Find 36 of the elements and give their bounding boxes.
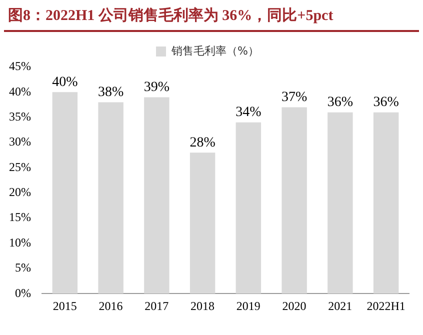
bar [52, 92, 78, 294]
y-tick-label: 0% [14, 286, 31, 300]
x-tick-label: 2018 [190, 298, 215, 313]
y-tick-label: 30% [8, 134, 31, 149]
data-label: 36% [373, 94, 400, 110]
x-tick-label: 2015 [52, 298, 77, 313]
data-label: 36% [327, 94, 354, 110]
y-tick-label: 35% [8, 110, 31, 124]
data-label: 40% [52, 74, 78, 90]
bar [144, 97, 170, 294]
x-tick-label: 2022H1 [366, 298, 406, 313]
bar [190, 152, 216, 294]
bar [236, 122, 262, 294]
x-tick-label: 2017 [144, 298, 169, 313]
y-tick-label: 10% [8, 235, 31, 250]
x-tick-label: 2021 [328, 298, 352, 313]
y-tick-label: 40% [8, 84, 31, 98]
bar [328, 112, 353, 294]
x-tick-label: 2016 [98, 298, 123, 313]
data-label: 28% [190, 135, 216, 150]
y-tick-label: 25% [8, 160, 31, 174]
bar [373, 112, 399, 294]
data-label: 39% [144, 80, 170, 95]
data-label: 38% [98, 84, 124, 100]
x-tick-label: 2020 [282, 298, 306, 313]
chart-title: 图8：2022H1 公司销售毛利率为 36%，同比+5pct [4, 0, 419, 32]
y-tick-label: 20% [8, 185, 31, 200]
y-tick-label: 45% [8, 59, 31, 74]
bar [282, 107, 307, 294]
bar [98, 102, 124, 294]
legend-label: 销售毛利率（%） [170, 44, 259, 58]
y-tick-label: 15% [8, 210, 31, 224]
data-label: 37% [281, 90, 308, 105]
data-label: 34% [236, 105, 262, 120]
x-tick-label: 2019 [236, 298, 260, 313]
y-tick-label: 5% [14, 260, 31, 275]
